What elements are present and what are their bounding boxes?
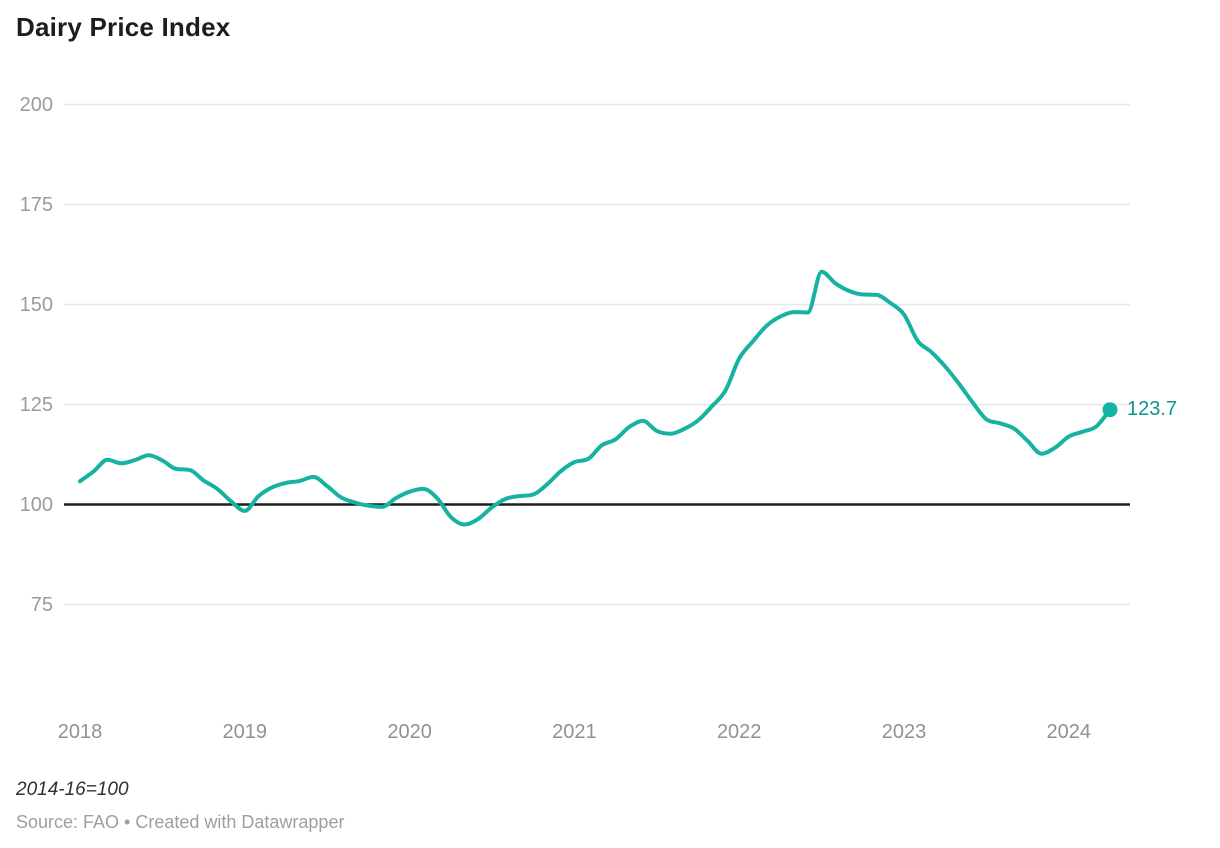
- y-tick-label: 75: [30, 593, 53, 616]
- axis-note: 2014-16=100: [16, 779, 129, 800]
- end-value-label: 123.7: [1126, 397, 1178, 420]
- chart-title: Dairy Price Index: [16, 12, 231, 42]
- x-tick-label: 2020: [387, 721, 432, 743]
- y-tick-label: 175: [19, 193, 53, 216]
- source-line: Source: FAO • Created with Datawrapper: [16, 812, 345, 832]
- gridlines: [64, 103, 1130, 606]
- x-tick-label: 2024: [1046, 721, 1092, 743]
- end-point-dot: [1102, 402, 1118, 418]
- y-tick-label: 150: [19, 293, 53, 316]
- x-tick-label: 2023: [881, 721, 927, 743]
- x-tick-label: 2021: [552, 721, 597, 743]
- y-tick-label: 100: [19, 493, 53, 516]
- y-tick-label: 125: [19, 393, 53, 416]
- data-line-layer: [78, 269, 1118, 527]
- x-tick-label: 2019: [222, 721, 268, 743]
- price-line: [78, 269, 1112, 527]
- y-tick-label: 200: [19, 93, 53, 116]
- x-tick-label: 2022: [716, 721, 762, 743]
- x-tick-label: 2018: [57, 721, 103, 743]
